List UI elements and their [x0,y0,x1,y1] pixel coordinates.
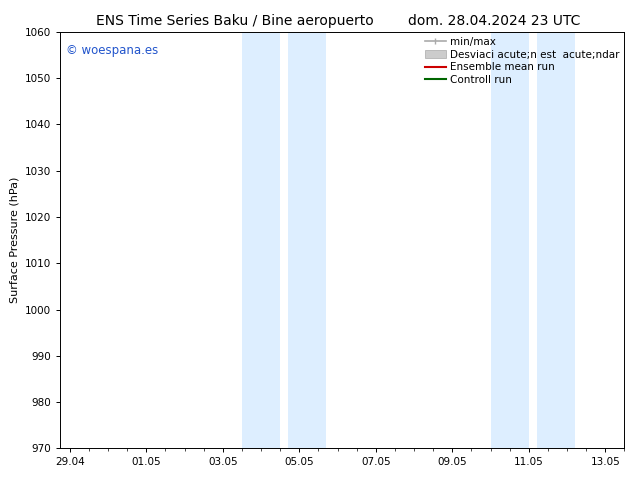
Text: ENS Time Series Baku / Bine aeropuerto: ENS Time Series Baku / Bine aeropuerto [96,14,373,28]
Bar [491,32,529,448]
Legend: min/max, Desviaci acute;n est  acute;ndar, Ensemble mean run, Controll run: min/max, Desviaci acute;n est acute;ndar… [423,35,621,87]
Bar [536,32,575,448]
Text: © woespana.es: © woespana.es [66,44,158,57]
Bar [242,32,280,448]
Bar [288,32,326,448]
Y-axis label: Surface Pressure (hPa): Surface Pressure (hPa) [10,177,20,303]
Text: dom. 28.04.2024 23 UTC: dom. 28.04.2024 23 UTC [408,14,581,28]
